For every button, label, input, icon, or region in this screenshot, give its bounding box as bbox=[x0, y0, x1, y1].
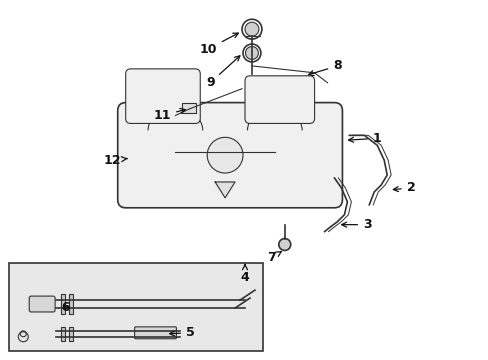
Text: 11: 11 bbox=[153, 108, 185, 122]
FancyBboxPatch shape bbox=[29, 296, 55, 312]
Text: 6: 6 bbox=[61, 301, 70, 314]
Text: 2: 2 bbox=[392, 181, 415, 194]
FancyBboxPatch shape bbox=[244, 76, 314, 123]
Text: 1: 1 bbox=[348, 132, 381, 145]
Text: 5: 5 bbox=[169, 326, 194, 339]
Circle shape bbox=[278, 239, 290, 251]
Text: 10: 10 bbox=[199, 33, 238, 55]
FancyBboxPatch shape bbox=[134, 327, 176, 339]
Circle shape bbox=[244, 22, 258, 36]
FancyBboxPatch shape bbox=[125, 69, 200, 123]
Text: 9: 9 bbox=[205, 56, 240, 89]
Text: 12: 12 bbox=[104, 154, 127, 167]
Circle shape bbox=[207, 137, 243, 173]
Bar bbox=[61, 327, 65, 341]
Polygon shape bbox=[215, 182, 235, 198]
Text: 8: 8 bbox=[308, 59, 341, 76]
FancyBboxPatch shape bbox=[118, 103, 342, 208]
Text: 3: 3 bbox=[341, 218, 371, 231]
Bar bbox=[61, 294, 65, 314]
Bar bbox=[9, 264, 263, 351]
Bar bbox=[69, 294, 73, 314]
Text: 7: 7 bbox=[267, 251, 281, 264]
Bar bbox=[182, 103, 196, 113]
Text: 4: 4 bbox=[240, 265, 249, 284]
Circle shape bbox=[245, 46, 258, 59]
Bar bbox=[69, 327, 73, 341]
